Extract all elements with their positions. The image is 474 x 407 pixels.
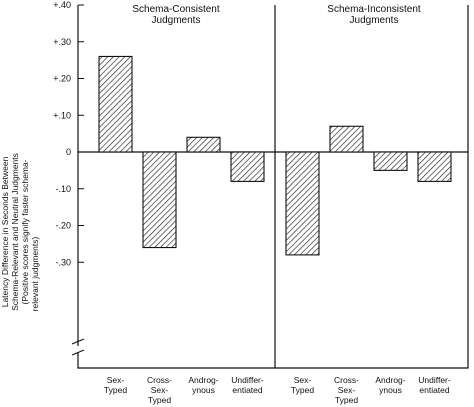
bar [373, 151, 408, 171]
category-label-line: Sex- [151, 385, 169, 395]
panel-title-line: Schema-Consistent [132, 4, 219, 15]
y-axis-ticks: +.40 +.30 +.20 +.10 0 -.10 -.20 -.30 [53, 0, 84, 267]
panel-titles: Schema-ConsistentJudgmentsSchema-Inconsi… [132, 4, 421, 26]
bar [98, 55, 133, 153]
bar [142, 151, 177, 249]
y-tick-label: -.10 [55, 184, 71, 194]
category-label-line: Androg- [375, 375, 405, 385]
category-label-line: Cross- [147, 375, 172, 385]
category-label-line: Typed [291, 385, 314, 395]
category-label-line: Cross- [334, 375, 359, 385]
y-tick-label: +.30 [53, 37, 71, 47]
panel-title-line: Judgments [152, 15, 201, 26]
category-label-line: Sex- [338, 385, 356, 395]
category-label-line: Sex- [107, 375, 125, 385]
bar [329, 125, 364, 153]
y-tick-label: -.20 [55, 221, 71, 231]
panel-title-line: Judgments [350, 15, 399, 26]
category-labels: Sex-TypedCross-Sex-TypedAndrog-ynousUndi… [104, 375, 451, 405]
panel-title-line: Schema-Inconsistent [327, 4, 421, 15]
bar [230, 151, 265, 182]
y-tick-label: +.20 [53, 74, 71, 84]
category-label-line: ynous [379, 385, 402, 395]
y-axis-title: Latency Difference in Seconds Between Sc… [0, 153, 40, 311]
bar [186, 136, 221, 153]
category-label-line: entiated [419, 385, 450, 395]
axis-break [71, 338, 85, 356]
y-axis-title-line: relevant judgments) [30, 237, 40, 312]
category-label-line: Androg- [188, 375, 218, 385]
y-axis-title-line: Latency Difference in Seconds Between [0, 156, 10, 307]
y-tick-label: 0 [66, 147, 71, 157]
y-tick-label: -.30 [55, 257, 71, 267]
y-tick-label: +.40 [53, 0, 71, 10]
category-label-line: Undiffer- [418, 375, 451, 385]
bars [98, 55, 452, 256]
category-label-line: Undiffer- [231, 375, 264, 385]
y-axis-title-line: Schema-Relevant and Neutral Judgments [10, 153, 20, 311]
category-label-line: Typed [148, 395, 171, 405]
y-tick-label: +.10 [53, 110, 71, 120]
category-label-line: entiated [232, 385, 263, 395]
category-label-line: Typed [335, 395, 358, 405]
category-label-line: ynous [192, 385, 215, 395]
category-label-line: Typed [104, 385, 127, 395]
plot-frame [77, 5, 469, 369]
bar [417, 151, 452, 182]
y-axis-title-line: (Positive scores signify faster schema- [20, 159, 30, 304]
category-label-line: Sex- [294, 375, 312, 385]
bar [285, 151, 320, 256]
